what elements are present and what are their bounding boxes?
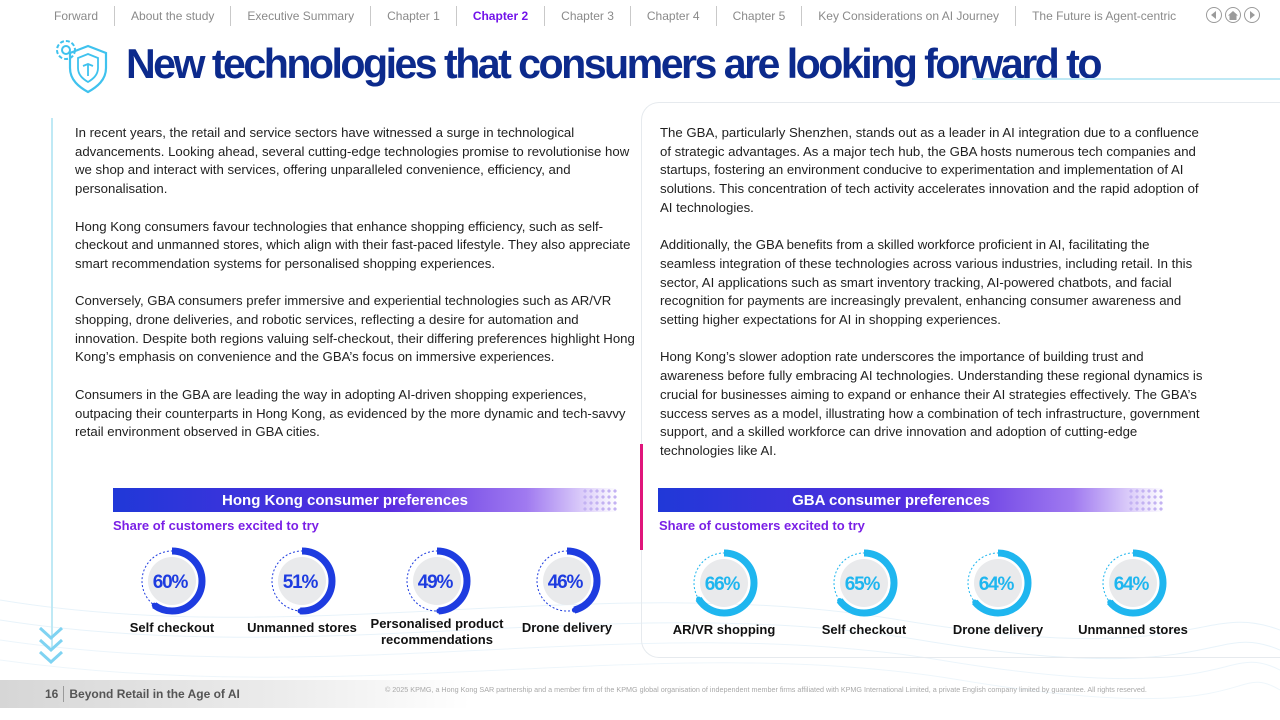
accent-bar bbox=[640, 444, 643, 550]
donut-arc bbox=[964, 549, 1032, 617]
nav-item-chapter-2[interactable]: Chapter 2 bbox=[457, 6, 546, 26]
donut-center bbox=[543, 557, 591, 605]
donut-center bbox=[1109, 559, 1157, 607]
nav-item-forward[interactable]: Forward bbox=[40, 6, 116, 26]
donut-end-dot bbox=[297, 608, 303, 614]
home-icon[interactable] bbox=[1225, 7, 1241, 23]
paragraph: The GBA, particularly Shenzhen, stands o… bbox=[660, 125, 1199, 215]
donut-item: 60% Self checkout bbox=[97, 546, 247, 636]
donut-center bbox=[148, 557, 196, 605]
donut-item: 64% Drone delivery bbox=[923, 548, 1073, 638]
footer-divider bbox=[63, 686, 65, 702]
donut-chart: 60% bbox=[138, 547, 206, 615]
nav-item-chapter-4[interactable]: Chapter 4 bbox=[631, 6, 717, 26]
paragraph: Consumers in the GBA are leading the way… bbox=[75, 386, 626, 440]
nav-item-about-the-study[interactable]: About the study bbox=[115, 6, 232, 26]
donut-end-dot bbox=[571, 607, 578, 613]
gba-preferences-subtitle: Share of customers excited to try bbox=[659, 518, 865, 533]
donut-category-label: Personalised product recommendations bbox=[370, 616, 504, 647]
copyright-notice: © 2025 KPMG, a Hong Kong SAR partnership… bbox=[385, 685, 1147, 694]
banner-dots bbox=[1128, 488, 1164, 512]
donut-item: 66% AR/VR shopping bbox=[649, 548, 799, 638]
donut-value-label: 66% bbox=[705, 574, 741, 595]
paragraph: In recent years, the retail and service … bbox=[75, 125, 630, 197]
forward-icon[interactable] bbox=[1244, 7, 1260, 23]
right-text-column: The GBA, particularly Shenzhen, stands o… bbox=[660, 124, 1208, 479]
donut-end-dot bbox=[696, 596, 702, 602]
donut-value-label: 46% bbox=[548, 572, 584, 593]
donut-end-dot bbox=[436, 608, 442, 614]
nav-item-chapter-1[interactable]: Chapter 1 bbox=[371, 6, 457, 26]
donut-category-label: Unmanned stores bbox=[1078, 622, 1188, 637]
donut-category-label: Drone delivery bbox=[521, 620, 613, 635]
donut-category-label: Unmanned stores bbox=[247, 620, 357, 635]
donut-value-label: 60% bbox=[153, 572, 189, 593]
donut-center bbox=[278, 557, 326, 605]
donut-chart: 66% bbox=[690, 549, 758, 617]
donut-category-label: Drone delivery bbox=[952, 622, 1044, 637]
left-text-column: In recent years, the retail and service … bbox=[75, 124, 637, 461]
donut-item: 46% Drone delivery bbox=[492, 546, 642, 636]
paragraph: Conversely, GBA consumers prefer immersi… bbox=[75, 293, 635, 365]
nav-item-executive-summary[interactable]: Executive Summary bbox=[231, 6, 372, 26]
donut-center bbox=[700, 559, 748, 607]
paragraph: Additionally, the GBA benefits from a sk… bbox=[660, 237, 1193, 328]
donut-arc bbox=[138, 547, 206, 615]
hk-preferences-subtitle: Share of customers excited to try bbox=[113, 518, 319, 533]
donut-end-dot bbox=[837, 598, 843, 604]
donut-center bbox=[840, 559, 888, 607]
donut-value-label: 65% bbox=[845, 574, 881, 595]
donut-arc bbox=[830, 549, 898, 617]
donut-end-dot bbox=[151, 602, 157, 608]
publication-title: Beyond Retail in the Age of AI bbox=[69, 687, 240, 701]
gba-preferences-banner: GBA consumer preferences bbox=[658, 488, 1164, 512]
left-frame-line bbox=[51, 118, 53, 648]
paragraph: Hong Kong’s slower adoption rate undersc… bbox=[660, 349, 1203, 458]
donut-category-label: Self checkout bbox=[821, 622, 907, 637]
donut-item: 51% Unmanned stores bbox=[227, 546, 377, 636]
nav-controls bbox=[1206, 7, 1260, 23]
page-number: 16 bbox=[45, 687, 59, 701]
donut-end-dot bbox=[1107, 599, 1113, 605]
right-frame bbox=[641, 102, 1280, 658]
donut-chart: 65% bbox=[830, 549, 898, 617]
donut-chart: 64% bbox=[1099, 549, 1167, 617]
donut-category-label: AR/VR shopping bbox=[672, 622, 776, 637]
shield-gear-icon bbox=[56, 40, 108, 94]
donut-item: 65% Self checkout bbox=[789, 548, 939, 638]
nav-item-chapter-3[interactable]: Chapter 3 bbox=[545, 6, 631, 26]
donut-center bbox=[413, 557, 461, 605]
donut-arc bbox=[403, 547, 471, 615]
donut-center bbox=[974, 559, 1022, 607]
donut-item: 49% Personalised product recommendations bbox=[362, 546, 512, 648]
donut-chart: 64% bbox=[964, 549, 1032, 617]
paragraph: Hong Kong consumers favour technologies … bbox=[75, 218, 631, 271]
footer-band: 16 Beyond Retail in the Age of AI bbox=[0, 680, 470, 708]
donut-value-label: 64% bbox=[979, 574, 1015, 595]
donut-arc bbox=[533, 547, 601, 615]
donut-arc bbox=[690, 549, 758, 617]
back-icon[interactable] bbox=[1206, 7, 1222, 23]
title-divider bbox=[972, 78, 1280, 80]
donut-category-label: Self checkout bbox=[129, 620, 215, 635]
banner-dots bbox=[582, 488, 618, 512]
donut-value-label: 49% bbox=[418, 572, 454, 593]
donut-item: 64% Unmanned stores bbox=[1058, 548, 1208, 638]
donut-value-label: 64% bbox=[1114, 574, 1150, 595]
nav-item-chapter-5[interactable]: Chapter 5 bbox=[717, 6, 803, 26]
donut-end-dot bbox=[972, 599, 978, 605]
donut-value-label: 51% bbox=[283, 572, 319, 593]
nav-item-the-future-is-agent-centric[interactable]: The Future is Agent-centric bbox=[1032, 9, 1177, 23]
background-waves bbox=[0, 599, 1280, 700]
scroll-down-icon[interactable] bbox=[38, 626, 64, 666]
nav-item-key-considerations-on-ai-journey[interactable]: Key Considerations on AI Journey bbox=[802, 6, 1017, 26]
top-navigation: Forward About the study Executive Summary C… bbox=[40, 6, 1192, 26]
donut-chart: 49% bbox=[403, 547, 471, 615]
page-title: New technologies that consumers are look… bbox=[126, 40, 1102, 87]
hk-preferences-banner: Hong Kong consumer preferences bbox=[113, 488, 617, 512]
donut-arc bbox=[1099, 549, 1167, 617]
donut-chart: 46% bbox=[533, 547, 601, 615]
donut-chart: 51% bbox=[268, 547, 336, 615]
